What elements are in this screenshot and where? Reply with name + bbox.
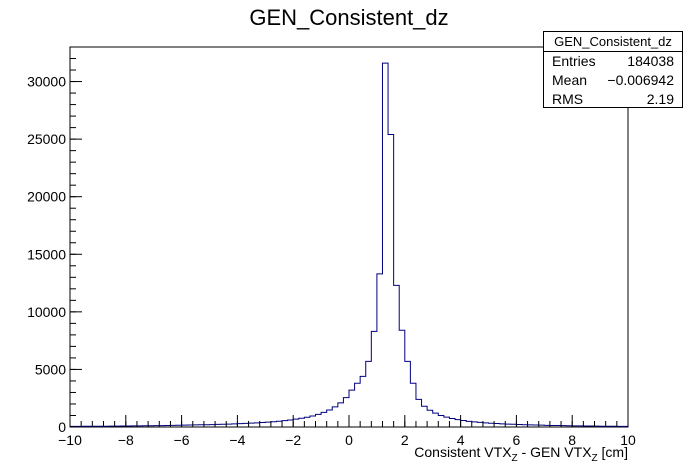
- x-tick-label: 2: [401, 432, 409, 448]
- x-tick-label: −6: [174, 432, 190, 448]
- histogram-bin: [304, 417, 310, 427]
- histogram-bin: [243, 423, 249, 427]
- histogram-bin: [338, 403, 344, 427]
- y-tick-label: 25000: [27, 131, 66, 147]
- histogram-bin: [477, 422, 483, 427]
- histogram-bin: [377, 274, 383, 427]
- stats-entries-label: Entries: [552, 53, 596, 69]
- histogram-bin: [455, 420, 461, 427]
- histogram-bin: [265, 422, 271, 427]
- histogram-bin: [416, 399, 422, 427]
- histogram-bin: [438, 415, 444, 427]
- histogram-bin: [427, 410, 433, 427]
- histogram-bin: [461, 421, 467, 427]
- histogram-bin: [410, 383, 416, 427]
- x-axis-title-sub-1: Z: [512, 453, 518, 464]
- stats-title: GEN_Consistent_dz: [544, 32, 682, 52]
- histogram-bin: [489, 423, 495, 427]
- x-axis-title-part-c: [cm]: [598, 444, 628, 460]
- y-tick-label: 20000: [27, 189, 66, 205]
- y-tick-label: 15000: [27, 246, 66, 262]
- stats-mean-label: Mean: [552, 72, 588, 88]
- histogram-bin: [260, 423, 266, 427]
- histogram-bin: [299, 418, 305, 427]
- histogram-bin: [282, 421, 288, 427]
- histogram-bin: [360, 376, 366, 427]
- histogram-outline: [69, 62, 629, 427]
- histogram-bin: [254, 423, 260, 427]
- histogram-bin: [271, 422, 277, 427]
- histogram-bin: [394, 285, 400, 427]
- histogram-bin: [316, 414, 322, 427]
- histogram-bin: [310, 416, 316, 427]
- x-tick-label: 10: [620, 432, 636, 448]
- stats-box: GEN_Consistent_dz Entries 184038 Mean −0…: [543, 31, 683, 108]
- stats-rms-row: RMS 2.19: [544, 90, 682, 109]
- histogram-bin: [249, 423, 255, 427]
- histogram-bin: [382, 63, 388, 427]
- x-axis-title-part-a: Consistent VTX: [414, 444, 512, 460]
- y-tick-label: 5000: [35, 361, 66, 377]
- stats-entries-value: 184038: [627, 53, 674, 69]
- histogram-bin: [422, 406, 428, 427]
- stats-rms-value: 2.19: [646, 91, 674, 107]
- y-tick-label: 0: [58, 419, 66, 435]
- histogram-bin: [349, 390, 355, 427]
- histogram-bin: [405, 361, 411, 427]
- x-tick-label: −8: [118, 432, 134, 448]
- stats-mean-value: −0.006942: [607, 72, 674, 88]
- histogram-bin: [388, 135, 394, 427]
- x-tick-label: −10: [58, 432, 82, 448]
- histogram-bin: [237, 424, 243, 427]
- histogram-bin: [483, 423, 489, 427]
- histogram-bin: [366, 361, 372, 427]
- histogram-bin: [276, 421, 282, 427]
- histogram-bin: [472, 422, 478, 427]
- histogram-bin: [399, 330, 405, 427]
- histogram-bin: [494, 424, 500, 427]
- x-axis-title: Consistent VTXZ - GEN VTXZ [cm]: [414, 444, 628, 464]
- x-tick-label: 8: [568, 432, 576, 448]
- x-tick-label: 4: [457, 432, 465, 448]
- x-tick-label: −2: [285, 432, 301, 448]
- x-tick-label: −4: [229, 432, 245, 448]
- x-axis-title-part-b: - GEN VTX: [518, 444, 593, 460]
- histogram-bin: [343, 398, 349, 427]
- histogram-bin: [371, 331, 377, 427]
- histogram-bin: [433, 413, 439, 427]
- x-axis-title-sub-2: Z: [592, 453, 598, 464]
- histogram-bin: [288, 420, 294, 427]
- histogram-bin: [321, 412, 327, 427]
- stats-entries-row: Entries 184038: [544, 52, 682, 71]
- histogram-bin: [327, 410, 333, 427]
- histogram-bin: [332, 407, 338, 427]
- x-tick-label: 6: [513, 432, 521, 448]
- histogram-bin: [466, 421, 472, 427]
- y-tick-label: 10000: [27, 304, 66, 320]
- stats-mean-row: Mean −0.006942: [544, 71, 682, 90]
- x-tick-label: 0: [345, 432, 353, 448]
- stats-rms-label: RMS: [552, 91, 584, 107]
- histogram-bin: [293, 419, 299, 427]
- chart-title: GEN_Consistent_dz: [249, 5, 448, 30]
- y-tick-label: 30000: [27, 74, 66, 90]
- histogram-bin: [355, 383, 361, 427]
- histogram-bin: [449, 418, 455, 427]
- histogram-bin: [444, 417, 450, 427]
